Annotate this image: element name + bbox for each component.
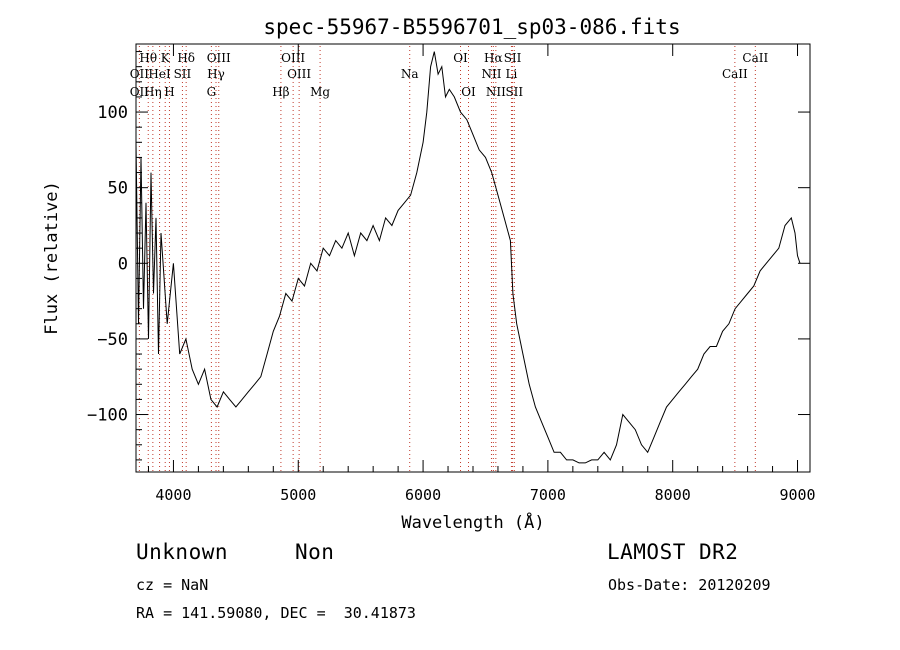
line-label: CaII: [722, 67, 748, 81]
x-tick-label: 9000: [779, 486, 815, 504]
obs-date-text: Obs-Date: 20120209: [608, 576, 771, 594]
line-label: NII: [486, 85, 506, 99]
chart-title: spec-55967-B5596701_sp03-086.fits: [263, 15, 680, 39]
line-label: Na: [401, 67, 419, 81]
line-label: SII: [504, 51, 522, 65]
line-label: OIII: [287, 67, 311, 81]
x-tick-label: 5000: [280, 486, 316, 504]
line-label: OII: [130, 85, 150, 99]
line-label: K: [161, 51, 171, 65]
x-tick-label: 6000: [405, 486, 441, 504]
line-label: Hη: [144, 85, 162, 99]
y-tick-label: 50: [108, 179, 128, 199]
line-label: Hβ: [272, 85, 289, 99]
line-label: G: [207, 85, 217, 99]
redshift-text: cz = NaN: [136, 576, 209, 594]
survey-label: LAMOST DR2: [607, 540, 739, 564]
coords-text: RA = 141.59080, DEC = 30.41873: [136, 604, 416, 622]
line-label: OIII: [207, 51, 231, 65]
x-axis-label: Wavelength (Å): [401, 511, 544, 533]
line-markers: [138, 46, 756, 471]
line-label: H: [164, 85, 174, 99]
line-label: OI: [453, 51, 468, 65]
y-tick-label: 0: [118, 254, 128, 274]
object-subclass: Non: [295, 540, 335, 564]
spectrum-chart: spec-55967-B5596701_sp03-086.fits OII OII…: [42, 15, 816, 533]
y-axis-label: Flux (relative): [42, 181, 62, 335]
y-tick-label: −100: [87, 406, 128, 426]
spectrum-line: [135, 51, 801, 464]
line-label: Hθ: [139, 51, 157, 65]
line-label: SII: [174, 67, 192, 81]
line-label: OI: [461, 85, 476, 99]
line-label: HeI: [148, 67, 171, 81]
line-label: OII: [130, 67, 150, 81]
y-tick-label: −50: [97, 330, 128, 350]
line-label: Hδ: [177, 51, 195, 65]
line-label: Hγ: [207, 67, 225, 81]
line-label: Hα: [484, 51, 503, 65]
y-axis: −100 −50 0 50 100: [87, 51, 810, 461]
x-tick-label: 7000: [530, 486, 566, 504]
line-label: NII: [481, 67, 501, 81]
x-axis: 4000 5000 6000 7000 8000 9000: [147, 44, 816, 504]
line-label: Mg: [310, 85, 330, 99]
line-label: SII: [505, 85, 523, 99]
object-type: Unknown: [136, 540, 229, 564]
y-tick-label: 100: [97, 103, 128, 123]
line-label: Li: [506, 67, 518, 81]
x-tick-label: 4000: [155, 486, 191, 504]
line-label: CaII: [742, 51, 768, 65]
x-tick-label: 8000: [655, 486, 691, 504]
line-label: OIII: [281, 51, 305, 65]
plot-frame: [135, 43, 811, 473]
